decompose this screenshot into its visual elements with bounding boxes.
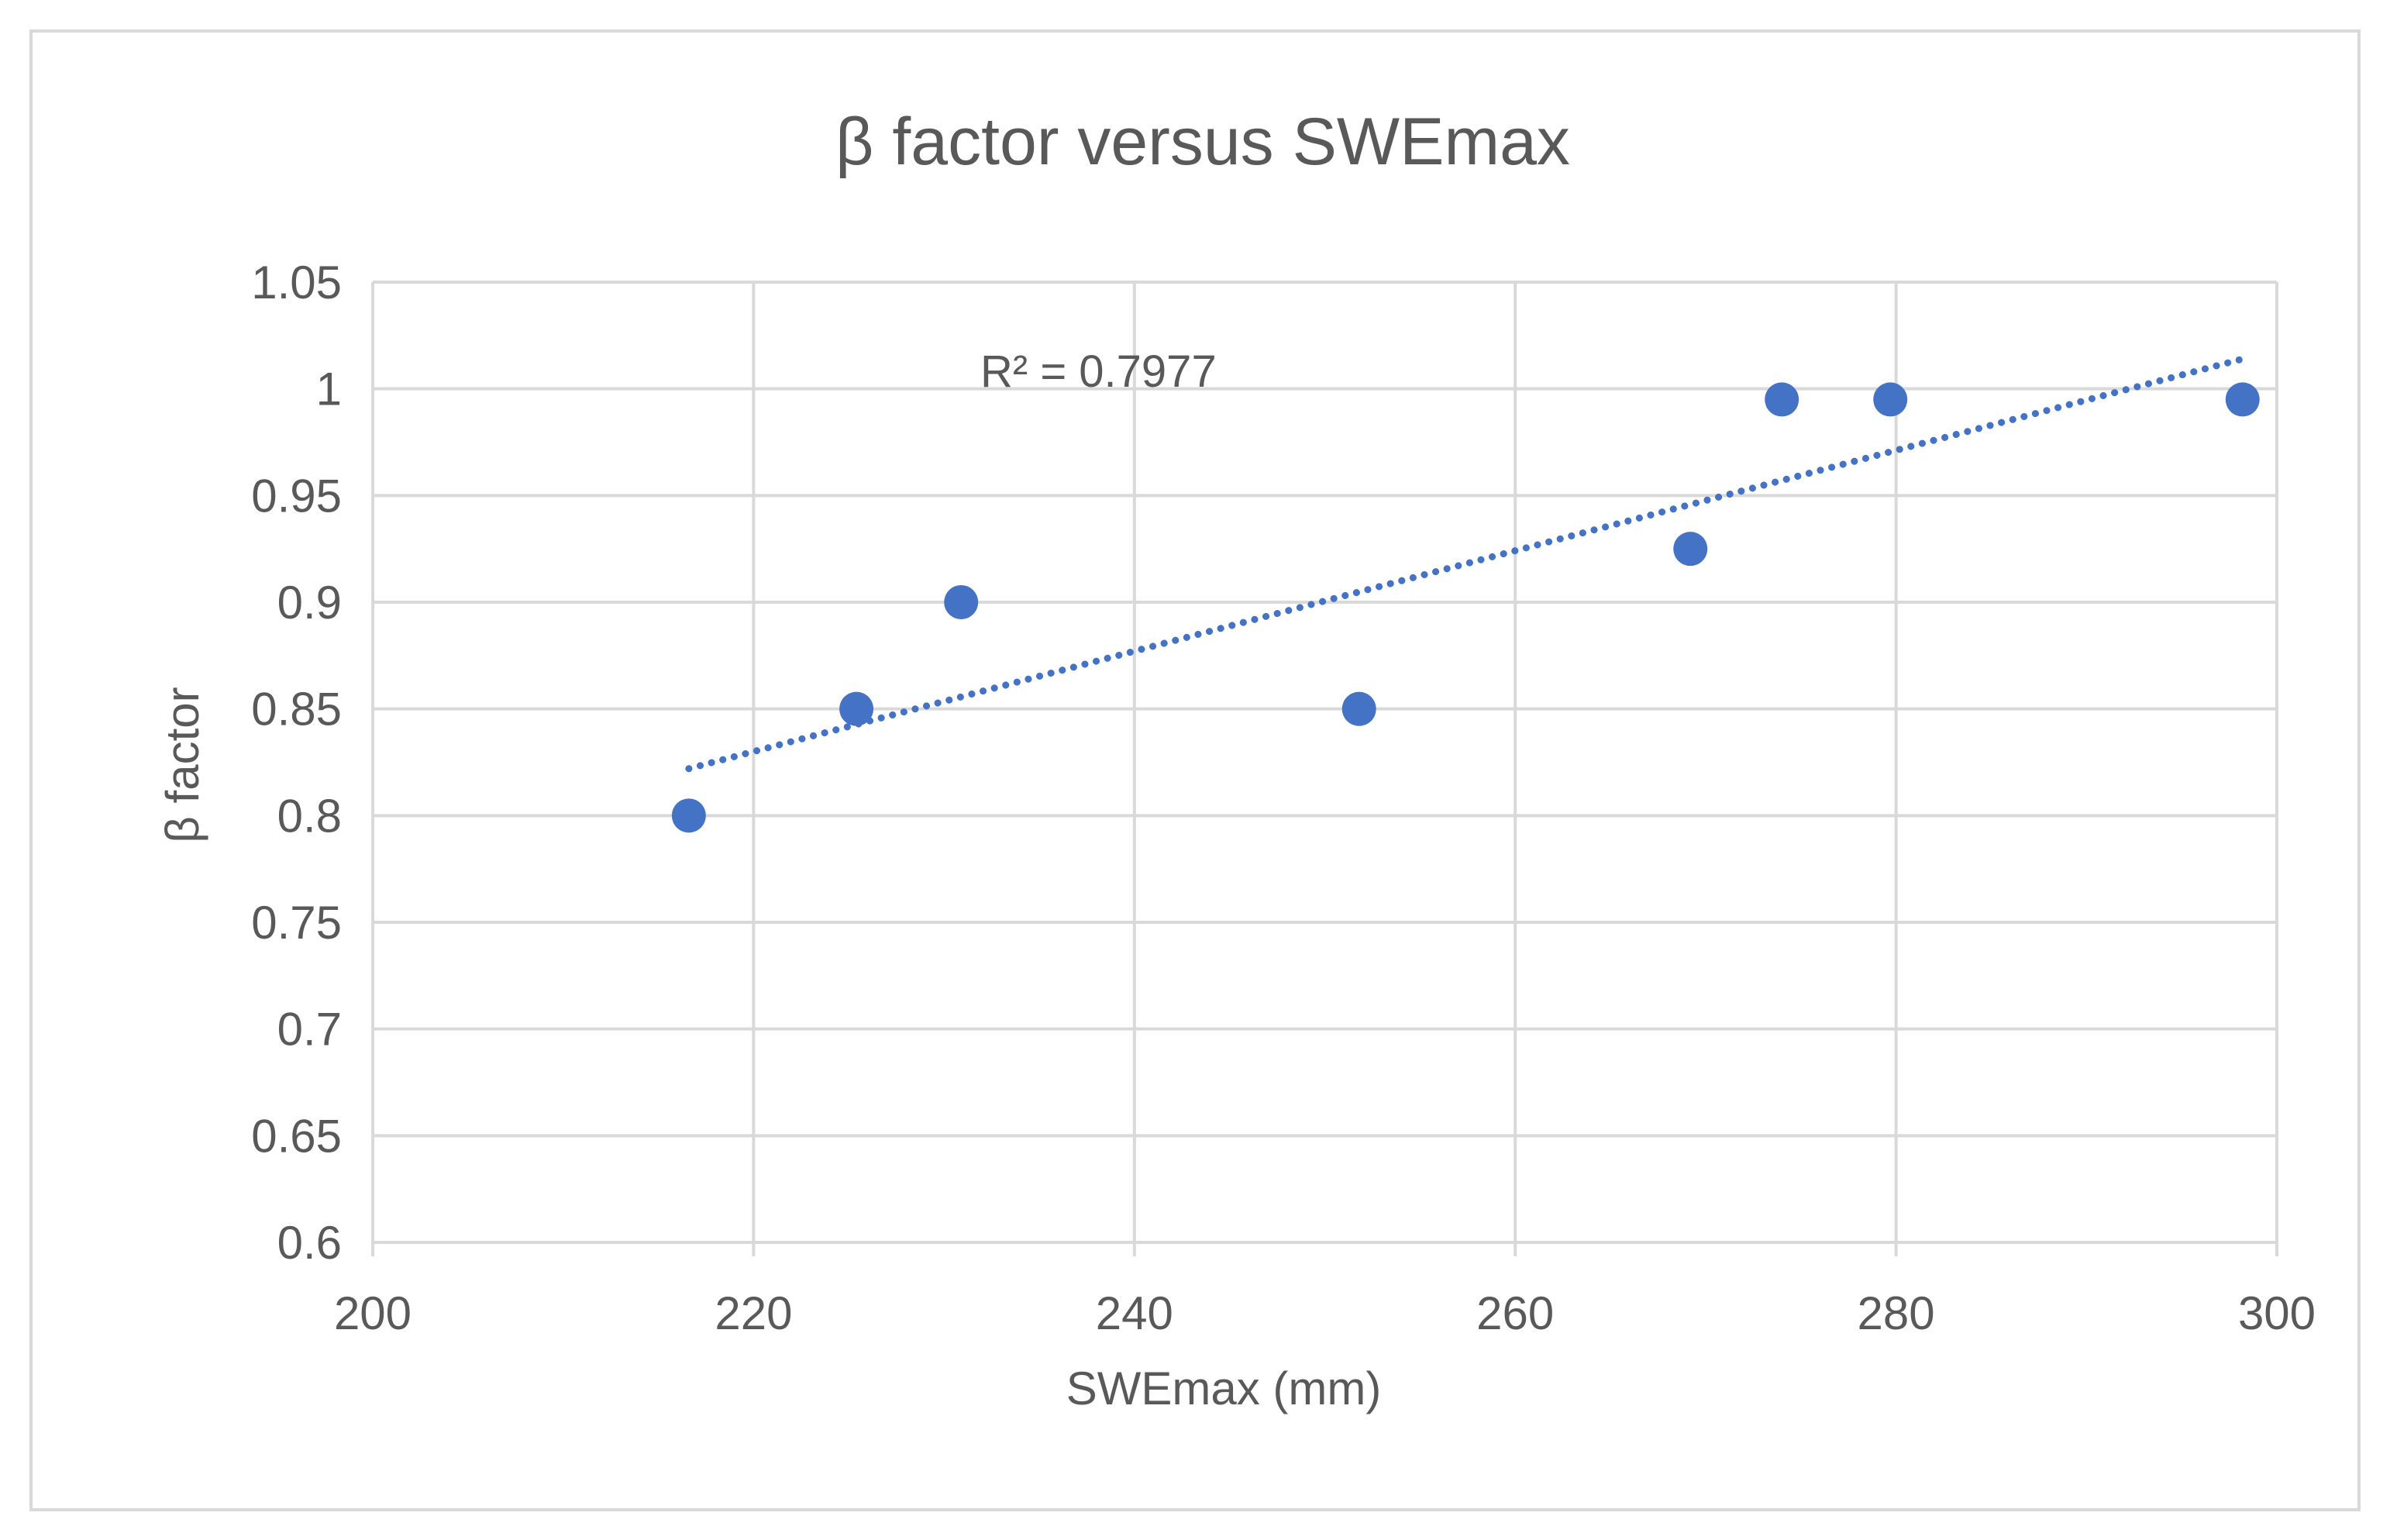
chart-title: β factor versus SWEmax [835, 105, 1570, 179]
x-tick-label: 220 [715, 1287, 792, 1339]
y-tick-label: 0.6 [277, 1217, 342, 1269]
scatter-chart: 0.6 0.65 0.7 0.75 0.8 0.85 0.9 0.95 1 1.05 200 220 2… [157, 105, 2316, 1414]
x-tick-label: 280 [1858, 1287, 1935, 1339]
x-tick-label: 240 [1096, 1287, 1173, 1339]
y-tick-label: 0.7 [277, 1004, 342, 1056]
trendline-group [685, 355, 2247, 773]
data-point [944, 585, 979, 619]
x-tick-label: 300 [2238, 1287, 2316, 1339]
y-tick-label: 0.75 [251, 897, 342, 949]
y-axis-title: β factor [157, 687, 208, 842]
data-point [2225, 382, 2260, 417]
y-tick-label: 1 [316, 363, 342, 415]
y-tick-label: 0.8 [277, 790, 342, 842]
tick-labels: 0.6 0.65 0.7 0.75 0.8 0.85 0.9 0.95 1 1.05 200 220 2… [251, 257, 2316, 1339]
x-tick-label: 260 [1476, 1287, 1554, 1339]
x-tick-label: 200 [334, 1287, 412, 1339]
r-squared-label: R² = 0.7977 [980, 346, 1217, 397]
data-point [839, 691, 874, 726]
chart-area: 0.6 0.65 0.7 0.75 0.8 0.85 0.9 0.95 1 1.05 200 220 2… [29, 29, 2361, 1511]
y-tick-label: 0.65 [251, 1110, 342, 1162]
axes [371, 282, 2278, 1256]
data-point [1873, 382, 1908, 417]
x-axis-title: SWEmax (mm) [1066, 1363, 1382, 1414]
trendline [685, 355, 2247, 773]
y-tick-label: 0.9 [277, 577, 342, 629]
data-points [671, 382, 2260, 833]
y-tick-label: 0.85 [251, 684, 342, 736]
data-point [671, 798, 706, 833]
data-point [1341, 691, 1376, 726]
y-tick-label: 0.95 [251, 470, 342, 522]
data-point [1765, 382, 1799, 417]
data-point [1673, 532, 1708, 567]
y-tick-label: 1.05 [251, 257, 342, 308]
